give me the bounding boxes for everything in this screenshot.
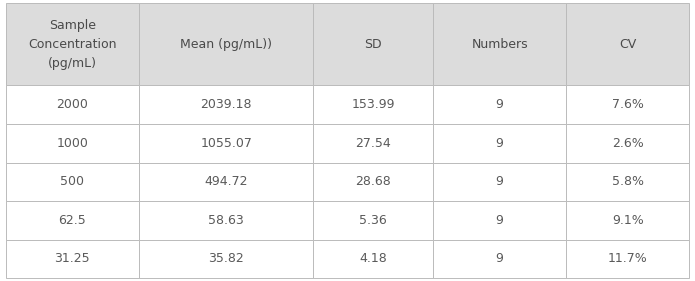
Bar (313, 162, 433, 201)
Text: 5.8%: 5.8% (612, 175, 644, 188)
Bar (139, 162, 313, 201)
Bar (6, 124, 139, 162)
Bar (6, 3, 139, 85)
Text: 9: 9 (496, 175, 504, 188)
Text: 9: 9 (496, 214, 504, 227)
Bar (433, 124, 566, 162)
Bar (139, 85, 313, 124)
Text: 28.68: 28.68 (355, 175, 391, 188)
Bar (433, 240, 566, 278)
Bar (566, 201, 689, 240)
Text: SD: SD (364, 38, 382, 51)
Text: 2039.18: 2039.18 (200, 98, 252, 111)
Bar (6, 85, 139, 124)
Bar (313, 201, 433, 240)
Text: 9: 9 (496, 98, 504, 111)
Text: 9: 9 (496, 252, 504, 266)
Text: 31.25: 31.25 (54, 252, 90, 266)
Bar (433, 201, 566, 240)
Text: 1000: 1000 (56, 137, 88, 150)
Text: 1055.07: 1055.07 (200, 137, 252, 150)
Bar (139, 124, 313, 162)
Bar (566, 124, 689, 162)
Bar (433, 85, 566, 124)
Bar (6, 162, 139, 201)
Text: 9: 9 (496, 137, 504, 150)
Text: 9.1%: 9.1% (612, 214, 644, 227)
Text: 2.6%: 2.6% (612, 137, 644, 150)
Text: 35.82: 35.82 (208, 252, 244, 266)
Bar (313, 124, 433, 162)
Text: Numbers: Numbers (471, 38, 528, 51)
Text: Sample
Concentration
(pg/mL): Sample Concentration (pg/mL) (28, 19, 117, 70)
Bar (313, 3, 433, 85)
Bar (139, 201, 313, 240)
Text: 27.54: 27.54 (355, 137, 391, 150)
Bar (139, 240, 313, 278)
Bar (313, 240, 433, 278)
Text: 4.18: 4.18 (359, 252, 387, 266)
Text: Mean (pg/mL)): Mean (pg/mL)) (180, 38, 272, 51)
Bar (566, 240, 689, 278)
Bar (313, 85, 433, 124)
Bar (6, 240, 139, 278)
Bar (566, 85, 689, 124)
Bar (139, 3, 313, 85)
Text: 62.5: 62.5 (58, 214, 86, 227)
Text: CV: CV (619, 38, 637, 51)
Text: 500: 500 (60, 175, 84, 188)
Bar (6, 201, 139, 240)
Text: 7.6%: 7.6% (612, 98, 644, 111)
Text: 58.63: 58.63 (208, 214, 244, 227)
Bar (433, 3, 566, 85)
Bar (566, 162, 689, 201)
Text: 494.72: 494.72 (204, 175, 248, 188)
Text: 5.36: 5.36 (359, 214, 387, 227)
Bar (566, 3, 689, 85)
Bar (433, 162, 566, 201)
Text: 2000: 2000 (56, 98, 88, 111)
Text: 153.99: 153.99 (352, 98, 395, 111)
Text: 11.7%: 11.7% (608, 252, 648, 266)
